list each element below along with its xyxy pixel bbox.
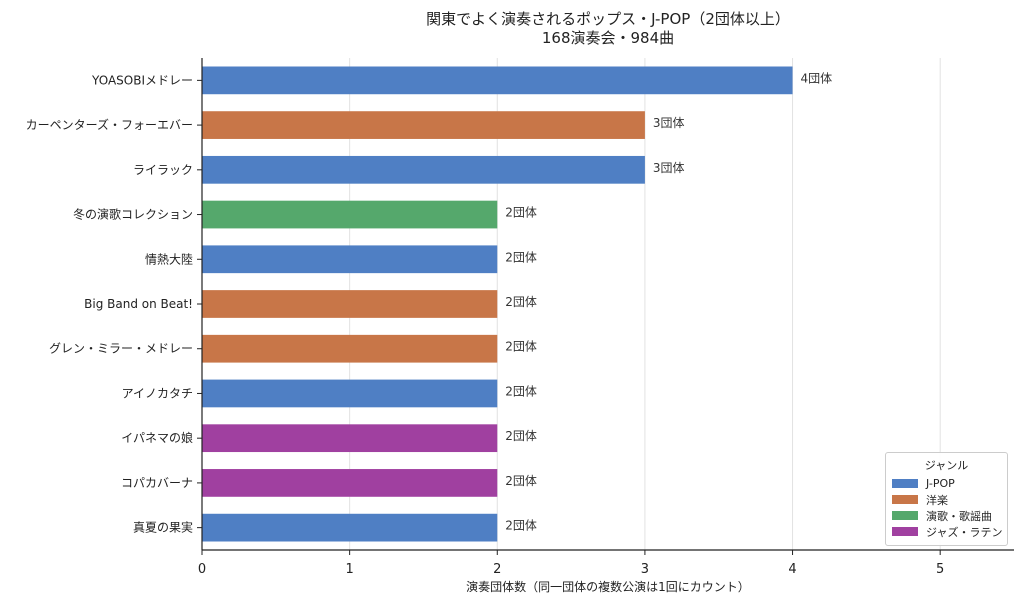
x-tick-label: 5 [936, 562, 944, 577]
legend-swatch [892, 495, 918, 504]
category-label: グレン・ミラー・メドレー [49, 342, 193, 356]
bar [202, 424, 498, 453]
legend: ジャンル J-POP 洋楽 演歌・歌謡曲 ジャズ・ラテン [885, 452, 1008, 546]
bar [202, 513, 498, 542]
legend-swatch [892, 479, 918, 488]
legend-item-western: 洋楽 [892, 493, 948, 507]
chart-title-line-1: 関東でよく演奏されるポップス・J-POP（2団体以上） [426, 10, 790, 28]
value-label: 2団体 [505, 250, 537, 264]
category-label: カーペンターズ・フォーエバー [26, 117, 193, 132]
category-label: 真夏の果実 [133, 520, 193, 535]
legend-item-jpop: J-POP [892, 477, 955, 490]
x-tick-label: 1 [345, 562, 353, 577]
category-label: アイノカタチ [122, 386, 193, 400]
x-tick-label: 3 [641, 562, 649, 577]
bar [202, 111, 645, 139]
value-label: 2団体 [505, 295, 537, 309]
legend-item-jazz-latin: ジャズ・ラテン [892, 525, 1003, 539]
legend-swatch [892, 527, 918, 536]
value-label: 2団体 [505, 519, 537, 533]
category-label: コパカバーナ [121, 476, 193, 490]
bar [202, 200, 498, 229]
legend-label: J-POP [926, 477, 955, 490]
category-label: YOASOBIメドレー [91, 73, 193, 87]
category-label: 情熱大陸 [145, 252, 193, 266]
value-label: 2団体 [505, 206, 537, 220]
bar [202, 66, 793, 95]
category-label: Big Band on Beat! [84, 297, 193, 311]
value-label: 2団体 [505, 384, 537, 398]
category-label: イパネマの娘 [121, 430, 193, 445]
value-label: 2団体 [505, 429, 537, 443]
value-label: 2団体 [505, 474, 537, 488]
bar [202, 334, 498, 363]
legend-label: 演歌・歌謡曲 [926, 509, 992, 523]
bar [202, 469, 498, 497]
x-tick-label: 4 [788, 562, 796, 577]
legend-label: ジャズ・ラテン [926, 525, 1003, 539]
x-tick-label: 0 [198, 562, 206, 577]
bar [202, 245, 498, 274]
bar [202, 155, 645, 184]
category-label: 冬の演歌コレクション [73, 207, 193, 222]
x-tick-label: 2 [493, 562, 501, 577]
value-label: 4団体 [801, 71, 833, 85]
legend-title: ジャンル [924, 459, 969, 472]
category-label: ライラック [133, 163, 193, 177]
legend-swatch [892, 511, 918, 520]
chart-title-line-2: 168演奏会・984曲 [541, 29, 675, 47]
bar [202, 379, 498, 408]
legend-item-enka: 演歌・歌謡曲 [892, 509, 992, 523]
value-label: 3団体 [653, 116, 685, 130]
x-axis-label: 演奏団体数（同一団体の複数公演は1回にカウント） [466, 580, 750, 594]
value-label: 3団体 [653, 161, 685, 175]
legend-label: 洋楽 [926, 493, 948, 507]
value-label: 2団体 [505, 340, 537, 354]
bar [202, 290, 498, 318]
